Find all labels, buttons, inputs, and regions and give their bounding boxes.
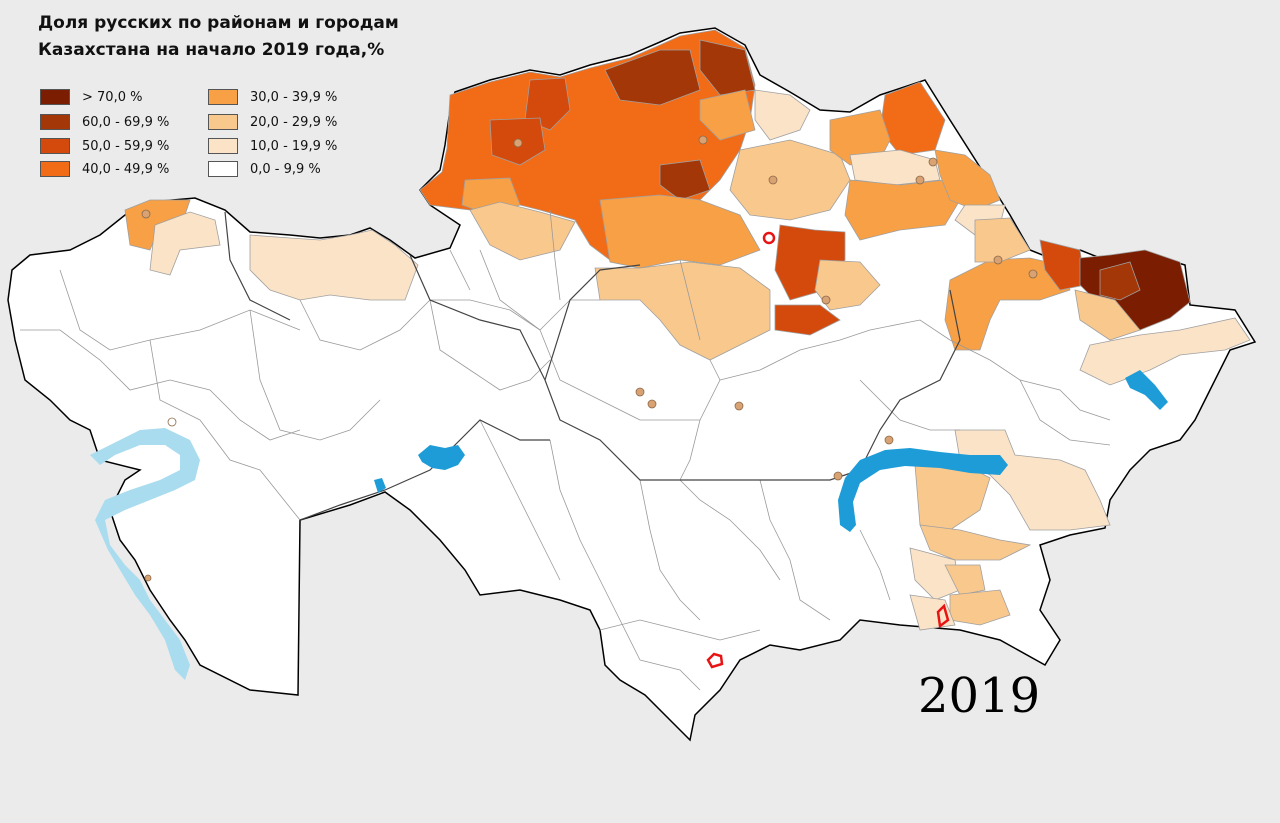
legend-item: 20,0 - 29,9 % (208, 113, 337, 131)
legend-swatch (208, 138, 238, 154)
city-marker (915, 175, 925, 185)
aral-small (374, 478, 386, 493)
district-boundaries (20, 209, 1111, 691)
city-marker (928, 157, 938, 167)
legend-label: 10,0 - 19,9 % (250, 138, 338, 154)
water-bodies (90, 370, 1168, 680)
legend-swatch (208, 89, 238, 105)
map-title-line2: Казахстана на начало 2019 года,% (38, 40, 385, 60)
legend-item: > 70,0 % (40, 88, 142, 106)
legend-swatch (40, 138, 70, 154)
legend: > 70,0 % 60,0 - 69,9 % 50,0 - 59,9 % 40,… (40, 88, 380, 184)
year-label: 2019 (918, 668, 1041, 724)
legend-item: 30,0 - 39,9 % (208, 88, 337, 106)
legend-swatch (40, 89, 70, 105)
astana-marker (762, 231, 776, 245)
zaysan-lake (1125, 370, 1168, 410)
legend-label: 0,0 - 9,9 % (250, 161, 321, 177)
city-marker (647, 399, 657, 409)
legend-item: 10,0 - 19,9 % (208, 137, 337, 155)
shymkent-marker (706, 652, 724, 669)
legend-label: 30,0 - 39,9 % (250, 89, 338, 105)
aral-sea (418, 445, 465, 470)
legend-item: 40,0 - 49,9 % (40, 160, 169, 178)
city-marker (1028, 269, 1038, 279)
legend-label: 40,0 - 49,9 % (82, 161, 170, 177)
region-boundaries (224, 211, 961, 521)
city-marker (884, 435, 894, 445)
caspian-sea (90, 428, 200, 680)
city-marker (513, 138, 523, 148)
almaty-marker (936, 603, 950, 629)
city-marker (144, 574, 152, 582)
city-marker (635, 387, 645, 397)
legend-item: 50,0 - 59,9 % (40, 137, 169, 155)
balkhash-lake (838, 448, 1008, 532)
legend-label: 50,0 - 59,9 % (82, 138, 170, 154)
city-marker (768, 175, 778, 185)
city-markers (141, 135, 1038, 582)
city-marker (734, 401, 744, 411)
legend-label: 60,0 - 69,9 % (82, 114, 170, 130)
city-marker (833, 471, 843, 481)
city-marker (993, 255, 1003, 265)
legend-swatch (40, 114, 70, 130)
capital-markers (706, 231, 950, 669)
legend-item: 60,0 - 69,9 % (40, 113, 169, 131)
legend-swatch (40, 161, 70, 177)
map-title-line1: Доля русских по районам и городам (38, 13, 399, 33)
city-marker (141, 209, 151, 219)
legend-item: 0,0 - 9,9 % (208, 160, 321, 178)
city-marker (821, 295, 831, 305)
legend-swatch (208, 161, 238, 177)
legend-swatch (208, 114, 238, 130)
legend-label: > 70,0 % (82, 89, 143, 105)
legend-label: 20,0 - 29,9 % (250, 114, 338, 130)
city-marker (167, 417, 177, 427)
map-title: Доля русских по районам и городам Казахс… (38, 10, 399, 64)
city-marker (698, 135, 708, 145)
